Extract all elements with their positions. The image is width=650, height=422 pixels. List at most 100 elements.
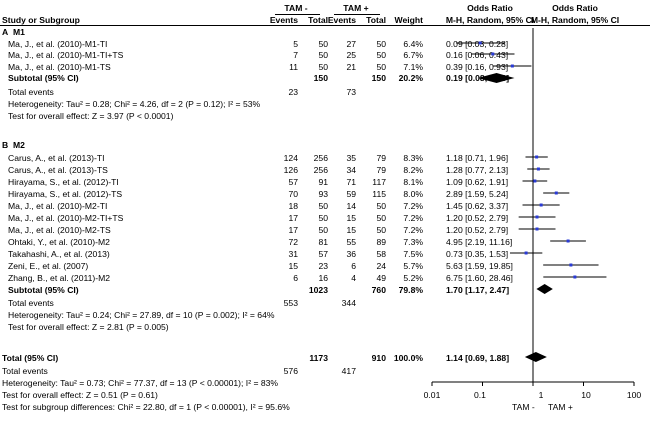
point-estimate	[573, 275, 577, 279]
odds-ratio-ci: 1.45 [0.62, 3.37]	[446, 201, 509, 211]
study-name: Ma, J., et al. (2010)-M2-TI	[8, 201, 108, 211]
point-estimate	[535, 215, 539, 219]
overall-effect-text: Test for overall effect: Z = 0.51 (P = 0…	[2, 390, 158, 400]
or-title-left: Odds Ratio	[467, 3, 513, 13]
events2: 21	[346, 62, 356, 72]
weight: 6.7%	[403, 50, 423, 60]
or-method-right: M-H, Random, 95% CI	[530, 15, 620, 25]
study-name: Takahashi, A., et al. (2013)	[8, 249, 110, 259]
weight-header: Weight	[394, 15, 423, 25]
study-name: Zhang, B., et al. (2011)-M2	[8, 273, 111, 283]
tick-label: 100	[626, 390, 642, 400]
total-total1: 1173	[309, 353, 328, 363]
total-events-label: Total events	[8, 298, 54, 308]
subtotal-ci: 0.19 [0.08, 0.43]	[446, 73, 510, 83]
events1: 15	[288, 261, 298, 271]
total-label: Total (95% CI)	[2, 353, 59, 363]
events2: 25	[346, 50, 356, 60]
events1: 18	[288, 201, 298, 211]
odds-ratio-ci: 1.20 [0.52, 2.79]	[446, 225, 509, 235]
events2: 36	[346, 249, 356, 259]
total2: 79	[376, 153, 386, 163]
total1: 16	[318, 273, 328, 283]
odds-ratio-ci: 6.75 [1.60, 28.46]	[446, 273, 513, 283]
tick-label: 1	[538, 390, 544, 400]
events1: 70	[288, 189, 298, 199]
total1: 256	[313, 153, 328, 163]
total1: 81	[318, 237, 328, 247]
study-col-header: Study or Subgroup	[2, 15, 80, 25]
group2-underline	[334, 14, 380, 15]
subtotal-label: Subtotal (95% CI)	[8, 73, 79, 83]
total2: 49	[376, 273, 386, 283]
heterogeneity-text: Heterogeneity: Tau² = 0.73; Chi² = 77.37…	[2, 378, 279, 388]
weight: 8.3%	[403, 153, 423, 163]
study-name: Ma, J., et al. (2010)-M1-TS	[8, 62, 111, 72]
events1: 6	[293, 273, 298, 283]
events2: 15	[346, 225, 356, 235]
group1-header: TAM -	[284, 3, 308, 13]
total-weight: 100.0%	[393, 353, 423, 363]
total2: 50	[376, 50, 386, 60]
odds-ratio-ci: 1.28 [0.77, 2.13]	[446, 165, 509, 175]
weight: 6.4%	[403, 39, 423, 49]
study-name: Ma, J., et al. (2010)-M2-TI+TS	[8, 213, 124, 223]
group1-underline	[275, 14, 320, 15]
total2: 117	[372, 177, 386, 187]
study-name: Carus, A., et al. (2013)-TI	[8, 153, 105, 163]
study-name: Hirayama, S., et al. (2012)-TI	[8, 177, 119, 187]
study-name: Ma, J., et al. (2010)-M1-TI+TS	[8, 50, 124, 60]
total1: 57	[318, 249, 328, 259]
subtotal-weight: 20.2%	[398, 73, 423, 83]
total-events2: 417	[341, 366, 356, 376]
total1: 50	[318, 225, 328, 235]
events2: 14	[346, 201, 356, 211]
total1-header: Total	[308, 15, 328, 25]
events1: 72	[288, 237, 298, 247]
events1: 126	[283, 165, 298, 175]
point-estimate	[524, 251, 528, 255]
events2-header: Events	[327, 15, 356, 25]
point-estimate	[536, 167, 540, 171]
point-estimate	[533, 179, 537, 183]
total-events1: 23	[288, 87, 298, 97]
weight: 7.2%	[403, 213, 423, 223]
tick-label: 10	[581, 390, 591, 400]
events2: 34	[346, 165, 356, 175]
total-events2: 344	[341, 298, 356, 308]
subgroup-a-title: A M1	[2, 27, 25, 37]
events1: 5	[293, 39, 298, 49]
events1: 7	[293, 50, 298, 60]
events1: 124	[283, 153, 298, 163]
total2: 89	[376, 237, 386, 247]
study-name: Ohtaki, Y., et al. (2010)-M2	[8, 237, 110, 247]
total1: 93	[318, 189, 328, 199]
events2: 71	[346, 177, 356, 187]
odds-ratio-ci: 2.89 [1.59, 5.24]	[446, 189, 509, 199]
odds-ratio-ci: 0.73 [0.35, 1.53]	[446, 249, 509, 259]
subtotal-total2: 150	[371, 73, 386, 83]
odds-ratio-ci: 4.95 [2.19, 11.16]	[446, 237, 513, 247]
study-name: Ma, J., et al. (2010)-M1-TI	[8, 39, 108, 49]
study-name: Carus, A., et al. (2013)-TS	[8, 165, 108, 175]
odds-ratio-ci: 1.20 [0.52, 2.79]	[446, 213, 509, 223]
point-estimate	[478, 41, 482, 45]
weight: 7.5%	[403, 249, 423, 259]
total1: 50	[318, 39, 328, 49]
heterogeneity-text: Heterogeneity: Tau² = 0.28; Chi² = 4.26,…	[8, 99, 261, 109]
events2: 4	[351, 273, 356, 283]
study-name: Ma, J., et al. (2010)-M2-TS	[8, 225, 111, 235]
total1: 50	[318, 62, 328, 72]
events2: 6	[351, 261, 356, 271]
events2: 27	[346, 39, 356, 49]
total2: 79	[376, 165, 386, 175]
subtotal-weight: 79.8%	[398, 285, 423, 295]
point-estimate	[539, 203, 543, 207]
pooled-diamond	[536, 284, 553, 294]
odds-ratio-ci: 5.63 [1.59, 19.85]	[446, 261, 513, 271]
weight: 8.0%	[403, 189, 423, 199]
total2: 50	[376, 201, 386, 211]
total1: 91	[318, 177, 328, 187]
total-total2: 910	[371, 353, 386, 363]
